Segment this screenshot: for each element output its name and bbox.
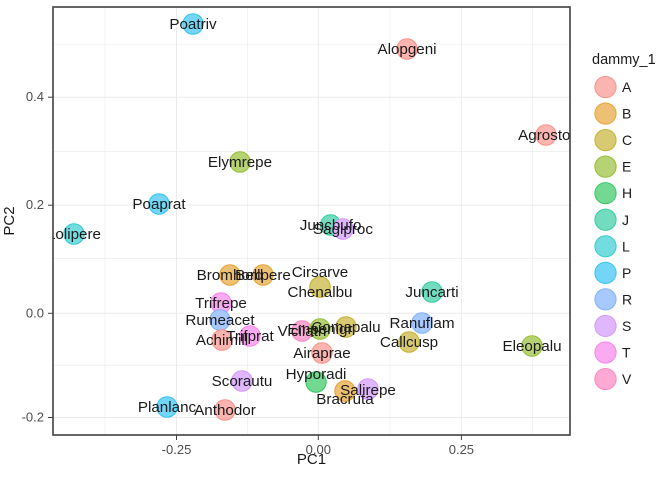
svg-text:H: H xyxy=(622,185,632,201)
svg-text:0.0: 0.0 xyxy=(26,305,44,320)
svg-text:Sagiproc: Sagiproc xyxy=(313,221,373,238)
svg-text:Salirepe: Salirepe xyxy=(340,382,396,399)
svg-text:J: J xyxy=(622,212,629,228)
svg-text:Callcusp: Callcusp xyxy=(380,334,438,351)
svg-text:Cirsarve: Cirsarve xyxy=(292,264,349,281)
svg-text:Airaprae: Airaprae xyxy=(293,345,350,362)
svg-text:C: C xyxy=(622,132,632,148)
svg-text:Scorautu: Scorautu xyxy=(212,373,273,390)
svg-text:Chenalbu: Chenalbu xyxy=(287,284,352,301)
svg-text:Eleopalu: Eleopalu xyxy=(502,338,561,355)
svg-text:T: T xyxy=(622,345,631,361)
svg-text:Elymrepe: Elymrepe xyxy=(208,154,272,171)
svg-text:Rumeacet: Rumeacet xyxy=(185,312,255,329)
svg-text:Planlanc: Planlanc xyxy=(138,399,197,416)
svg-text:Hyporadi: Hyporadi xyxy=(286,366,347,383)
svg-text:-0.2: -0.2 xyxy=(22,410,44,425)
svg-text:0.2: 0.2 xyxy=(26,197,44,212)
svg-text:V: V xyxy=(622,371,632,387)
svg-text:0.4: 0.4 xyxy=(26,89,44,104)
svg-text:Juncarti: Juncarti xyxy=(405,284,458,301)
svg-text:PC2: PC2 xyxy=(1,206,18,235)
svg-text:Trifprat: Trifprat xyxy=(226,328,274,345)
svg-text:Agrostol: Agrostol xyxy=(518,127,574,144)
svg-text:Poatriv: Poatriv xyxy=(169,16,217,33)
svg-text:Alopgeni: Alopgeni xyxy=(377,41,436,58)
svg-text:Comapalu: Comapalu xyxy=(311,319,380,336)
svg-text:Trifrepe: Trifrepe xyxy=(195,295,247,312)
svg-text:S: S xyxy=(622,318,631,334)
svg-text:B: B xyxy=(622,106,631,122)
svg-text:0.25: 0.25 xyxy=(449,442,474,457)
svg-text:Anthodor: Anthodor xyxy=(194,402,256,419)
svg-text:E: E xyxy=(622,159,631,175)
svg-text:dammy_1: dammy_1 xyxy=(592,52,656,68)
svg-text:P: P xyxy=(622,265,631,281)
svg-text:Bellpere: Bellpere xyxy=(235,267,291,284)
svg-text:R: R xyxy=(622,291,632,307)
svg-text:Ranuflam: Ranuflam xyxy=(390,315,455,332)
svg-text:Poaprat: Poaprat xyxy=(132,196,186,213)
svg-text:-0.25: -0.25 xyxy=(162,442,192,457)
svg-text:A: A xyxy=(622,79,632,95)
svg-text:PC1: PC1 xyxy=(297,451,326,468)
svg-text:L: L xyxy=(622,238,630,254)
svg-text:Lolipere: Lolipere xyxy=(47,226,101,243)
